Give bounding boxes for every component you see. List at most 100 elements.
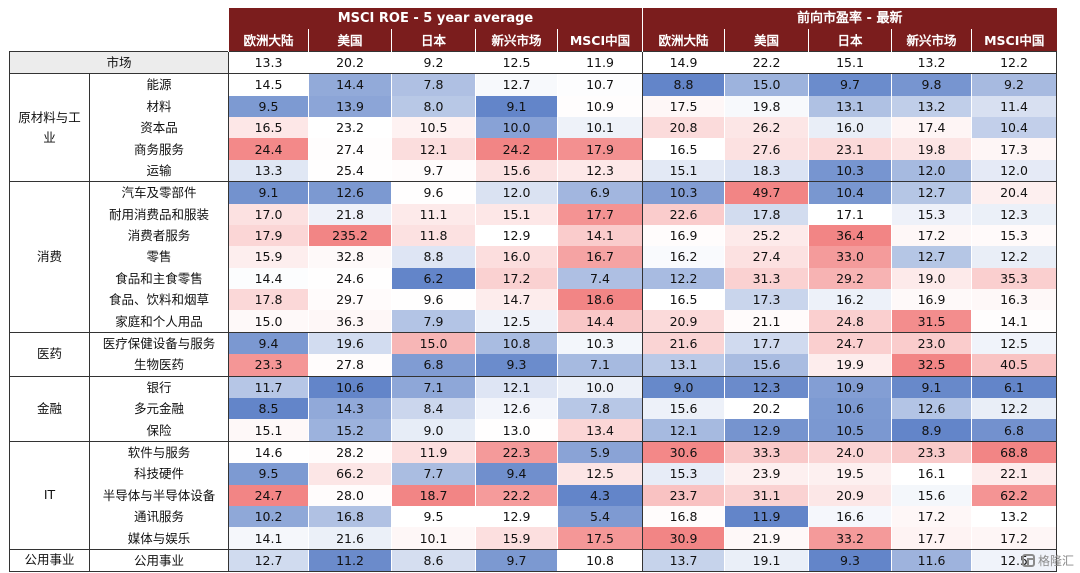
heatmap-cell: 20.8 bbox=[642, 116, 725, 139]
heatmap-cell: 5.9 bbox=[557, 441, 643, 464]
heatmap-cell: 62.2 bbox=[971, 484, 1057, 506]
heatmap-cell: 23.3 bbox=[228, 354, 309, 377]
heatmap-cell: 15.1 bbox=[228, 419, 309, 442]
table-row: 媒体与娱乐 14.1 21.6 10.1 15.9 17.5 30.9 21.9 33.2 17.… bbox=[10, 527, 1057, 550]
heatmap-cell: 66.2 bbox=[308, 463, 392, 485]
heatmap-table: MSCI ROE - 5 year average 前向市盈率 - 最新 欧洲大… bbox=[9, 8, 1057, 573]
heatmap-cell: 12.9 bbox=[724, 419, 809, 442]
row-label: 运输 bbox=[89, 159, 229, 183]
heatmap-cell: 9.5 bbox=[228, 95, 309, 117]
heatmap-cell: 29.2 bbox=[808, 267, 892, 290]
col-header: 美国 bbox=[308, 29, 392, 52]
heatmap-cell: 19.0 bbox=[891, 267, 972, 290]
heatmap-cell: 7.9 bbox=[391, 310, 476, 333]
heatmap-cell: 22.1 bbox=[971, 463, 1057, 485]
heatmap-cell: 21.9 bbox=[724, 527, 809, 550]
heatmap-cell: 68.8 bbox=[971, 441, 1057, 464]
heatmap-cell: 20.4 bbox=[971, 181, 1057, 204]
heatmap-cell: 11.2 bbox=[308, 549, 392, 573]
heatmap-cell: 12.0 bbox=[971, 159, 1057, 183]
heatmap-cell: 8.0 bbox=[391, 95, 476, 117]
heatmap-cell: 29.7 bbox=[308, 289, 392, 311]
heatmap-cell: 17.7 bbox=[724, 332, 809, 355]
heatmap-cell: 13.4 bbox=[557, 419, 643, 442]
row-label: 能源 bbox=[89, 73, 229, 96]
heatmap-cell: 17.7 bbox=[557, 203, 643, 225]
heatmap-cell: 10.6 bbox=[308, 376, 392, 399]
heatmap-cell: 17.9 bbox=[557, 138, 643, 160]
heatmap-cell: 11.1 bbox=[391, 203, 476, 225]
heatmap-cell: 12.9 bbox=[475, 224, 558, 247]
heatmap-cell: 17.9 bbox=[228, 224, 309, 247]
heatmap-cell: 8.6 bbox=[391, 549, 476, 573]
heatmap-cell: 7.4 bbox=[557, 267, 643, 290]
heatmap-cell: 25.4 bbox=[308, 159, 392, 183]
row-label: 媒体与娱乐 bbox=[89, 527, 229, 550]
heatmap-cell: 20.9 bbox=[642, 310, 725, 333]
heatmap-cell: 16.5 bbox=[228, 116, 309, 139]
heatmap-cell: 13.0 bbox=[475, 419, 558, 442]
col-header: 美国 bbox=[724, 29, 809, 52]
row-label-market: 市场 bbox=[9, 50, 229, 75]
heatmap-cell: 19.6 bbox=[308, 332, 392, 355]
table-row: 生物医药 23.3 27.8 6.8 9.3 7.1 13.1 15.6 19.9 32.5 40.… bbox=[10, 354, 1057, 377]
heatmap-cell: 17.8 bbox=[228, 289, 309, 311]
heatmap-cell: 18.7 bbox=[391, 484, 476, 506]
heatmap-cell: 8.4 bbox=[391, 398, 476, 420]
table-row: 商务服务 24.4 27.4 12.1 24.2 17.9 16.5 27.6 23.1 19.8… bbox=[10, 138, 1057, 160]
row-label: 零售 bbox=[89, 246, 229, 268]
group-header-pe: 前向市盈率 - 最新 bbox=[642, 8, 1057, 30]
table-row: 原材料与工业 能源 14.5 14.4 7.8 12.7 10.7 8.8 15.0 9.7 9.8… bbox=[9, 73, 1057, 183]
row-label: 材料 bbox=[89, 95, 229, 117]
table-row: 科技硬件 9.5 66.2 7.7 9.4 12.5 15.3 23.9 19.5 16.1 22.… bbox=[10, 463, 1057, 485]
heatmap-cell: 10.9 bbox=[557, 95, 643, 117]
heatmap-cell: 16.9 bbox=[642, 224, 725, 247]
heatmap-cell: 10.2 bbox=[228, 505, 309, 528]
table-row: 公用事业 公用事业 12.7 11.2 8.6 9.7 10.8 13.7 19.1 9.3 11.… bbox=[9, 549, 1057, 573]
sector-label: 消费 bbox=[9, 181, 90, 333]
heatmap-cell: 17.2 bbox=[475, 267, 558, 290]
heatmap-cell: 16.5 bbox=[642, 138, 725, 160]
heatmap-cell: 9.0 bbox=[391, 419, 476, 442]
row-label: 通讯服务 bbox=[89, 505, 229, 528]
heatmap-cell: 16.1 bbox=[891, 463, 972, 485]
heatmap-cell: 35.3 bbox=[971, 267, 1057, 290]
heatmap-cell: 9.6 bbox=[391, 181, 476, 204]
heatmap-cell: 16.5 bbox=[642, 289, 725, 311]
col-header: MSCI中国 bbox=[557, 29, 643, 52]
heatmap-cell: 17.0 bbox=[228, 203, 309, 225]
heatmap-cell: 10.0 bbox=[475, 116, 558, 139]
heatmap-cell: 23.2 bbox=[308, 116, 392, 139]
heatmap-cell: 21.8 bbox=[308, 203, 392, 225]
heatmap-cell: 11.9 bbox=[391, 441, 476, 464]
heatmap-cell: 27.4 bbox=[724, 246, 809, 268]
heatmap-cell: 13.3 bbox=[228, 50, 309, 75]
heatmap-cell: 12.0 bbox=[891, 159, 972, 183]
heatmap-cell: 12.6 bbox=[891, 398, 972, 420]
heatmap-cell: 19.5 bbox=[808, 463, 892, 485]
heatmap-cell: 17.7 bbox=[891, 527, 972, 550]
col-header: 欧洲大陆 bbox=[228, 29, 309, 52]
heatmap-cell: 9.2 bbox=[391, 50, 476, 75]
row-label: 生物医药 bbox=[89, 354, 229, 377]
heatmap-cell: 24.8 bbox=[808, 310, 892, 333]
table-row: 耐用消费品和服装 17.0 21.8 11.1 15.1 17.7 22.6 17.8 17.1… bbox=[10, 203, 1057, 225]
heatmap-cell: 14.4 bbox=[557, 310, 643, 333]
heatmap-cell: 14.1 bbox=[971, 310, 1057, 333]
heatmap-cell: 16.7 bbox=[557, 246, 643, 268]
row-label: 半导体与半导体设备 bbox=[89, 484, 229, 506]
heatmap-cell: 10.4 bbox=[971, 116, 1057, 139]
heatmap-cell: 15.3 bbox=[642, 463, 725, 485]
heatmap-cell: 12.7 bbox=[228, 549, 309, 573]
heatmap-cell: 15.9 bbox=[228, 246, 309, 268]
row-label: 消费者服务 bbox=[89, 224, 229, 247]
heatmap-body: 市场 13.3 20.2 9.2 12.5 11.9 14.9 22.2 15.1 13.2 12.… bbox=[9, 50, 1057, 573]
heatmap-cell: 11.8 bbox=[391, 224, 476, 247]
heatmap-cell: 11.7 bbox=[228, 376, 309, 399]
heatmap-cell: 10.8 bbox=[557, 549, 643, 573]
heatmap-cell: 10.1 bbox=[557, 116, 643, 139]
table-row: 食品和主食零售 14.4 24.6 6.2 17.2 7.4 12.2 31.3 29.2 19.… bbox=[10, 267, 1057, 290]
table-row: 食品、饮料和烟草 17.8 29.7 9.6 14.7 18.6 16.5 17.3 16.2 1… bbox=[10, 289, 1057, 311]
table-row: 消费者服务 17.9 235.2 11.8 12.9 14.1 16.9 25.2 36.4 17… bbox=[10, 224, 1057, 247]
heatmap-cell: 7.7 bbox=[391, 463, 476, 485]
